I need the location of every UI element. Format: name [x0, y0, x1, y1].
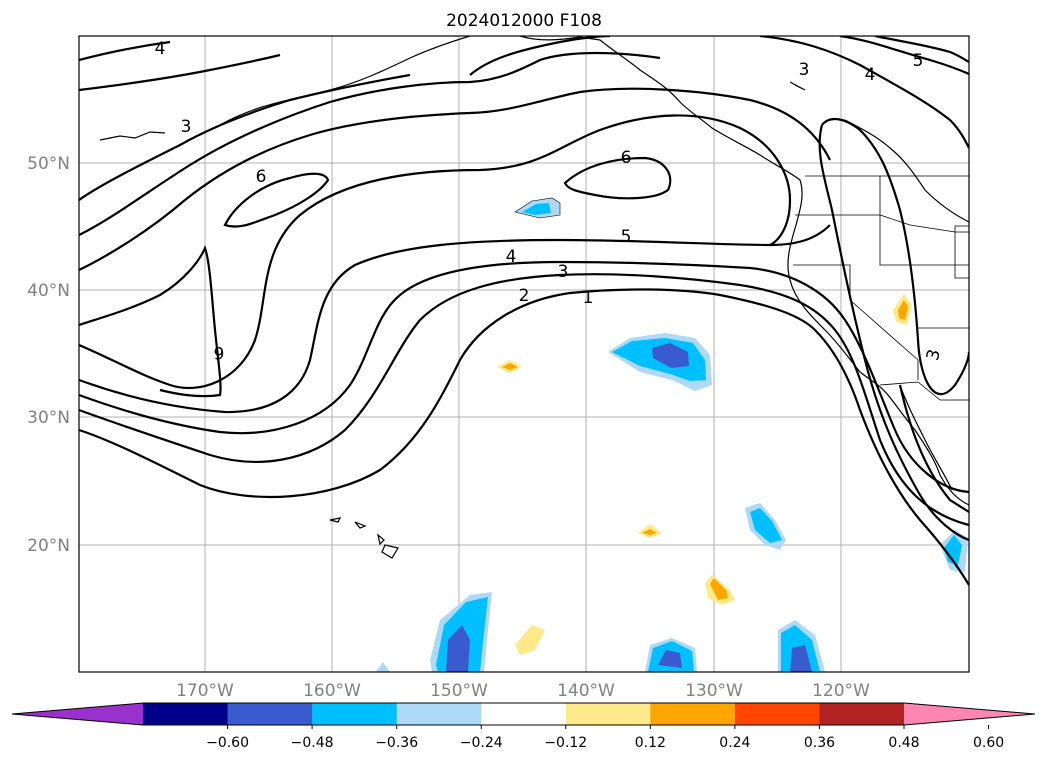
colorbar-tick-label: −0.12: [544, 735, 587, 751]
contour-label: 5: [913, 51, 924, 71]
contour-11: [79, 73, 411, 201]
colorbar-segment: [227, 703, 313, 725]
lon-label-120w: 120°W: [812, 681, 870, 701]
graticule: [79, 36, 969, 672]
contour-12: [79, 53, 281, 92]
contour-label: 3: [181, 117, 192, 137]
contour-5: [79, 114, 792, 390]
colorbar-tick-label: 0.48: [888, 735, 919, 751]
contour-6: [79, 244, 222, 398]
contour-1: [79, 288, 969, 586]
lon-label-170w: 170°W: [176, 681, 234, 701]
lat-label-50n: 50°N: [27, 154, 70, 174]
contour-label: 6: [621, 148, 632, 168]
colorbar-tick-label: −0.24: [460, 735, 503, 751]
colorbar-segment: [734, 703, 820, 725]
contour-9: [79, 87, 831, 271]
colorbar-segment: [565, 703, 651, 725]
lon-label-150w: 150°W: [430, 681, 488, 701]
contour-label: 2: [519, 286, 530, 306]
contour-17: [874, 36, 969, 63]
colorbar-tick-label: −0.48: [291, 735, 334, 751]
contour-label: 6: [214, 342, 225, 362]
colorbar-segment: [650, 703, 736, 725]
colorbar-extend-low: [12, 703, 143, 725]
contour-label: 4: [865, 65, 876, 85]
contour-19: [818, 124, 969, 542]
colorbar-segment: [819, 703, 905, 725]
contour-10: [79, 51, 661, 236]
colorbar-outline: [11, 702, 1036, 726]
colorbar-tick-label: 0.24: [719, 735, 750, 751]
contour-label: 3: [923, 347, 945, 363]
colorbar-segment: [143, 703, 229, 725]
contour-13: [79, 40, 171, 62]
coastlines: [99, 36, 969, 559]
contour-3: [79, 260, 969, 494]
contour-20: [898, 384, 969, 513]
contour-label: 5: [621, 227, 632, 247]
lon-label-160w: 160°W: [303, 681, 361, 701]
contour-label: 4: [506, 247, 517, 267]
figure-title: 2024012000 F108: [446, 11, 602, 31]
contour-7: [223, 172, 330, 228]
colorbar-tick-label: −0.36: [375, 735, 418, 751]
shaded-anomalies: [376, 197, 968, 672]
contour-2: [79, 273, 969, 527]
contour-lines: [79, 36, 969, 586]
contour-label: 6: [256, 167, 267, 187]
colorbar-segment: [396, 703, 482, 725]
contour-15: [759, 36, 969, 149]
colorbar-tick-label: 0.36: [804, 735, 835, 751]
contour-14: [469, 36, 611, 76]
contour-16: [839, 36, 969, 76]
colorbar: −0.60 −0.48 −0.36 −0.24 −0.12 0.12 0.24 0.36 0.4…: [11, 702, 1036, 751]
contour-label: 3: [799, 60, 810, 80]
lat-label-30n: 30°N: [27, 408, 70, 428]
lon-label-130w: 130°W: [685, 681, 743, 701]
colorbar-tick-label: −0.60: [206, 735, 249, 751]
contour-label: 4: [155, 39, 166, 59]
political-borders: [793, 175, 969, 401]
lon-label-140w: 140°W: [557, 681, 615, 701]
contour-label: 3: [558, 262, 569, 282]
contour-labels: 4 3 6 6 5 4 3 2 1 6 3 4 5 3: [155, 39, 945, 363]
contour-label: 1: [583, 288, 594, 308]
colorbar-extend-high: [904, 703, 1035, 725]
contour-4: [79, 224, 831, 414]
lat-label-20n: 20°N: [27, 536, 70, 556]
contour-18: [821, 117, 969, 396]
colorbar-segment: [481, 703, 567, 725]
colorbar-tick-label: 0.12: [635, 735, 666, 751]
map-panel: 4 3 6 6 5 4 3 2 1 6 3 4 5 3: [79, 36, 969, 672]
map-frame: [78, 35, 970, 673]
colorbar-segment: [312, 703, 398, 725]
latitude-labels: 50°N 40°N 30°N 20°N: [27, 154, 70, 556]
colorbar-tick-label: 0.60: [973, 735, 1004, 751]
lat-label-40n: 40°N: [27, 281, 70, 301]
longitude-labels: 170°W 160°W 150°W 140°W 130°W 120°W: [176, 681, 870, 701]
contour-8: [563, 156, 672, 200]
